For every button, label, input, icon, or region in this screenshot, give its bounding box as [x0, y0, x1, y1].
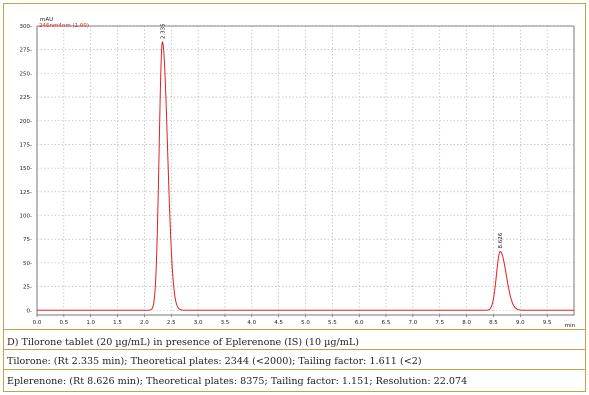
x-tick-label: 7.5 — [435, 320, 444, 326]
x-tick-label: 0.5 — [59, 320, 68, 326]
chromatogram-trace — [37, 41, 574, 311]
x-tick-label: 4.0 — [247, 320, 256, 326]
y-tick-label: 75- — [23, 237, 32, 243]
caption-divider — [3, 349, 586, 350]
caption-eplerenone: Eplerenone: (Rt 8.626 min); Theoretical … — [7, 376, 468, 387]
x-tick-label: 6.5 — [382, 320, 391, 326]
y-tick-label: 100- — [20, 214, 32, 220]
x-tick-label: 4.5 — [274, 320, 283, 326]
caption-divider — [3, 369, 586, 370]
y-tick-label: 25- — [23, 285, 32, 291]
x-tick-label: 7.0 — [409, 320, 418, 326]
x-tick-label: 8.5 — [489, 320, 498, 326]
peak-label: 2.335 — [160, 23, 166, 39]
y-tick-label: 200- — [20, 119, 32, 125]
x-tick-label: 9.0 — [516, 320, 525, 326]
x-tick-label: 3.0 — [194, 320, 203, 326]
y-tick-label: 175- — [20, 142, 32, 148]
x-tick-label: 3.5 — [221, 320, 230, 326]
x-tick-label: 2.5 — [167, 320, 176, 326]
x-tick-label: 0.0 — [33, 320, 42, 326]
y-tick-label: 275- — [20, 48, 32, 54]
x-tick-label: 1.5 — [113, 320, 122, 326]
caption-divider — [3, 329, 586, 330]
grid-lines — [37, 25, 574, 315]
caption-title: D) Tilorone tablet (20 µg/mL) in presenc… — [7, 337, 359, 348]
x-tick-label: 1.0 — [86, 320, 95, 326]
series-legend-label: 246nm4nm (1.00) — [39, 23, 89, 29]
x-tick-label: 5.5 — [328, 320, 337, 326]
y-tick-label: 250- — [20, 71, 32, 77]
y-tick-label: 0- — [27, 308, 32, 314]
caption-tilorone: Tilorone: (Rt 2.335 min); Theoretical pl… — [7, 356, 422, 367]
x-tick-label: 9.5 — [543, 320, 552, 326]
x-tick-label: 8.0 — [462, 320, 471, 326]
y-tick-label: 150- — [20, 166, 32, 172]
chromatogram-chart: 0.0 0.5 1.0 1.5 2.0 2.5 3.0 3.5 4.0 4.5 5.0 5.5 6.0 6… — [20, 17, 576, 329]
x-tick-label: 2.0 — [140, 320, 149, 326]
x-axis-unit: min — [565, 323, 576, 329]
x-tick-label: 6.0 — [355, 320, 364, 326]
y-tick-label: 300- — [20, 24, 32, 30]
y-tick-label: 125- — [20, 190, 32, 196]
axes: 0.0 0.5 1.0 1.5 2.0 2.5 3.0 3.5 4.0 4.5 5.0 5.5 6.0 6… — [20, 24, 553, 326]
x-tick-label: 5.0 — [301, 320, 310, 326]
peak-label: 8.626 — [498, 232, 504, 248]
y-axis-unit: mAU — [40, 17, 53, 23]
y-tick-label: 50- — [23, 261, 32, 267]
chromatogram-marks: 2.335 8.626 — [37, 23, 574, 311]
y-tick-label: 225- — [20, 95, 32, 101]
